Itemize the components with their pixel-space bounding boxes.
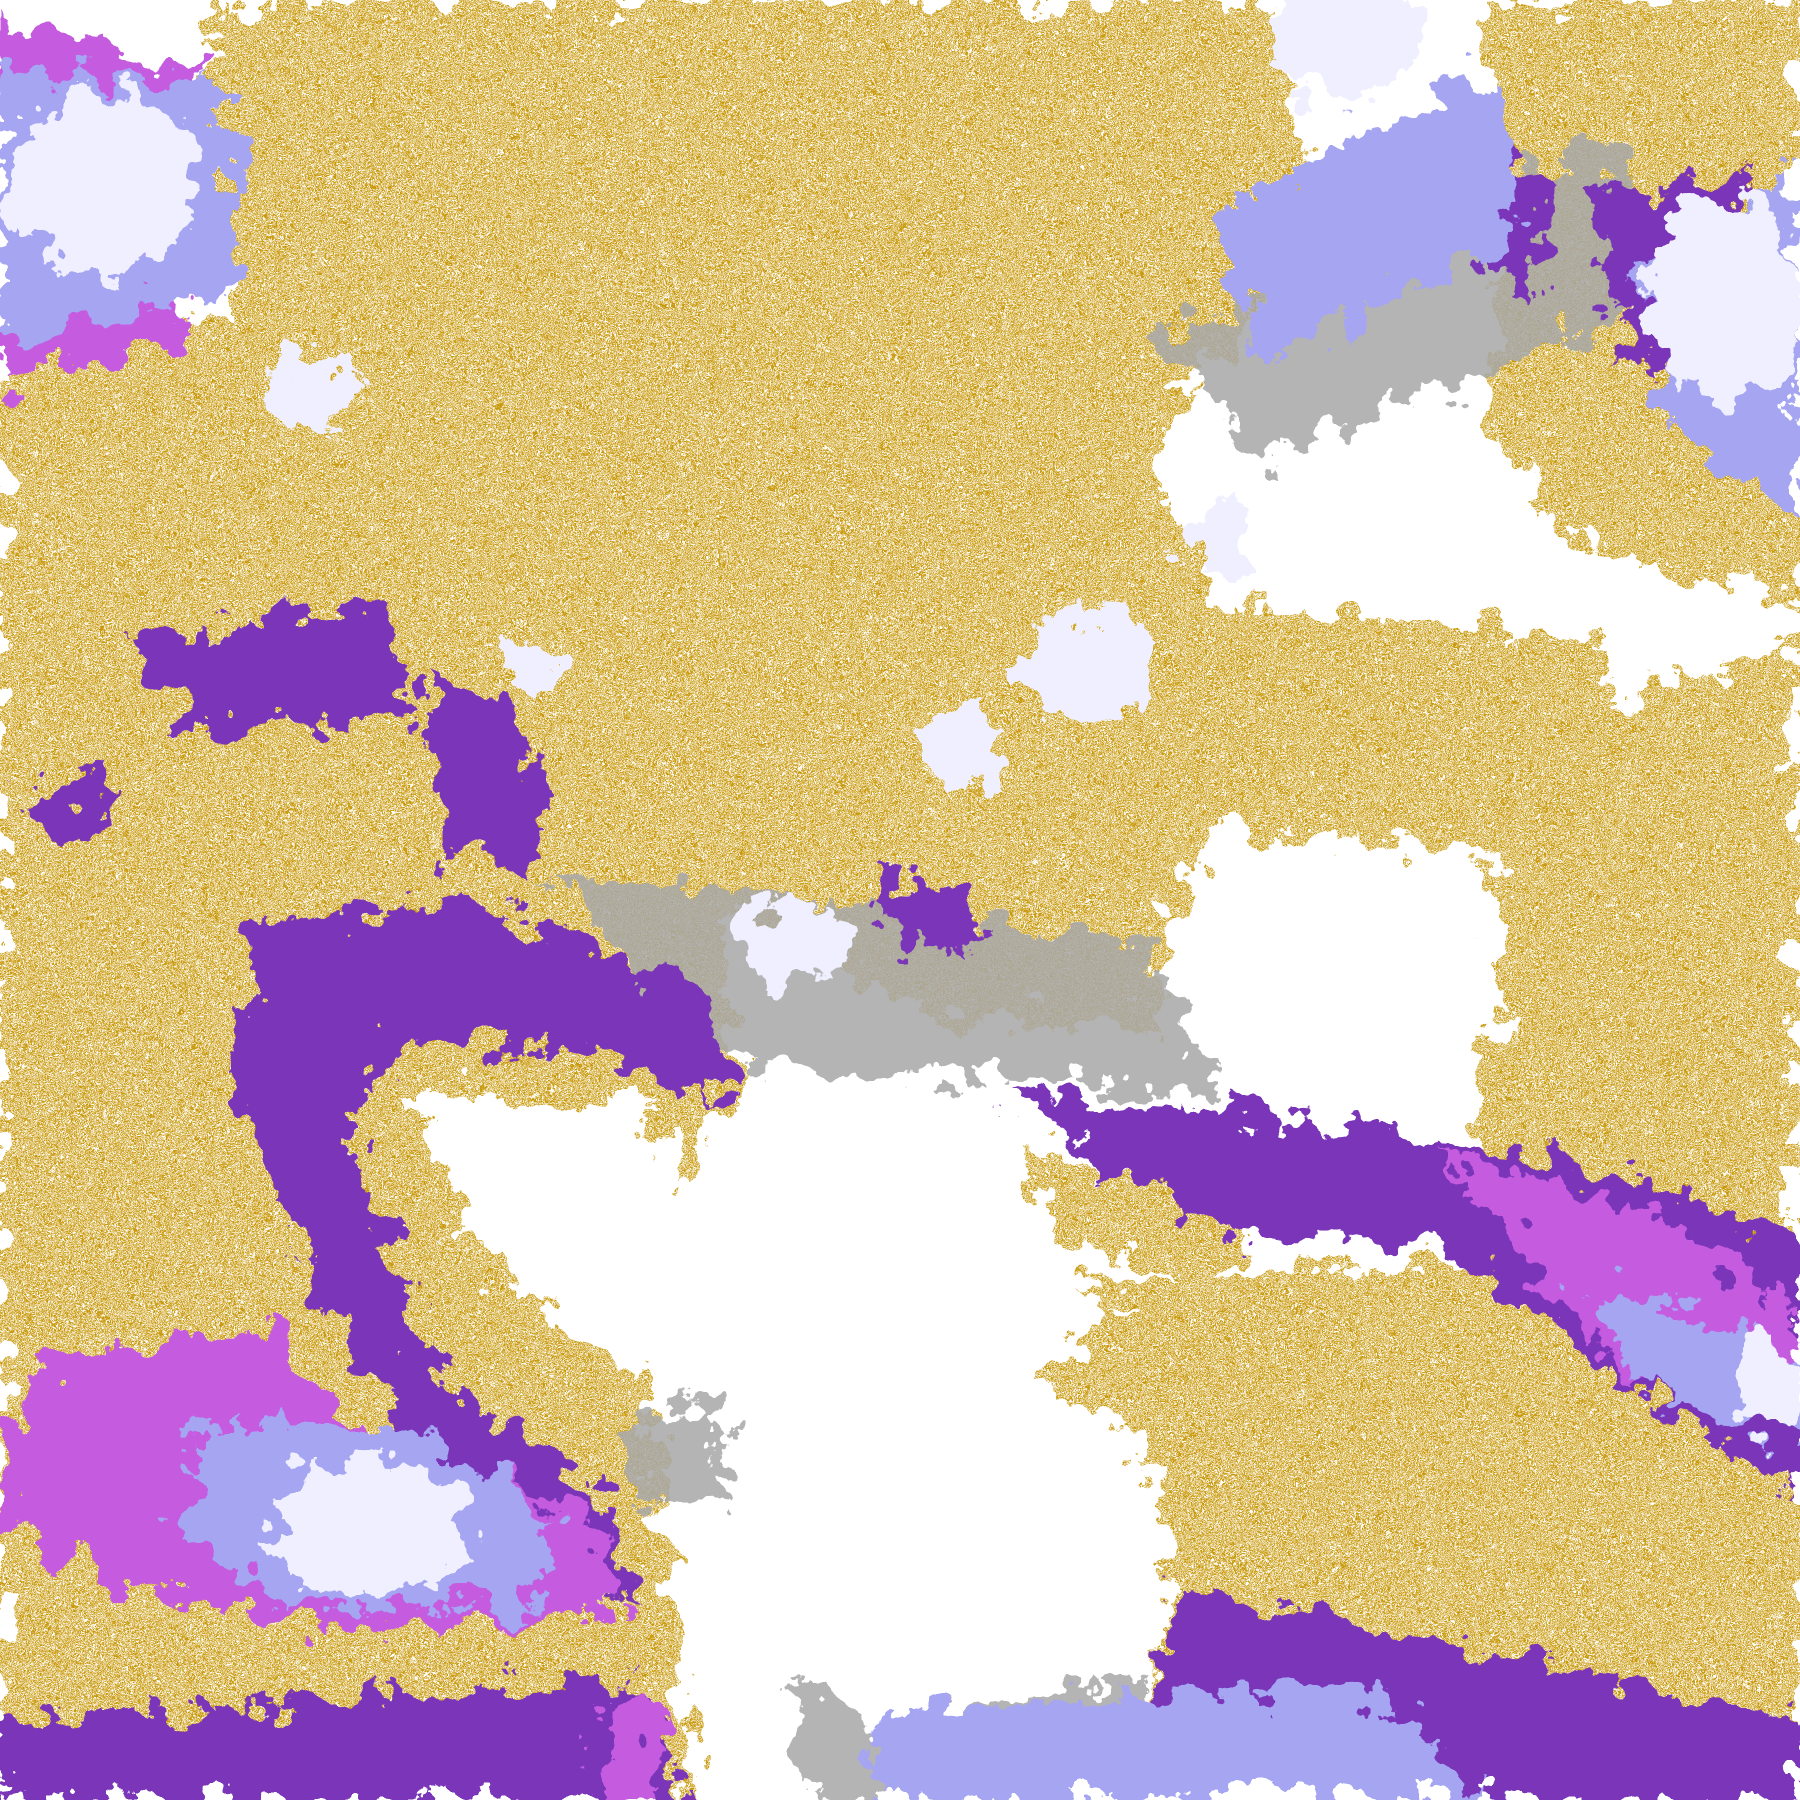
clear-land-region [413, 838, 1504, 1722]
cloud-top-layer [11, 0, 1800, 1596]
